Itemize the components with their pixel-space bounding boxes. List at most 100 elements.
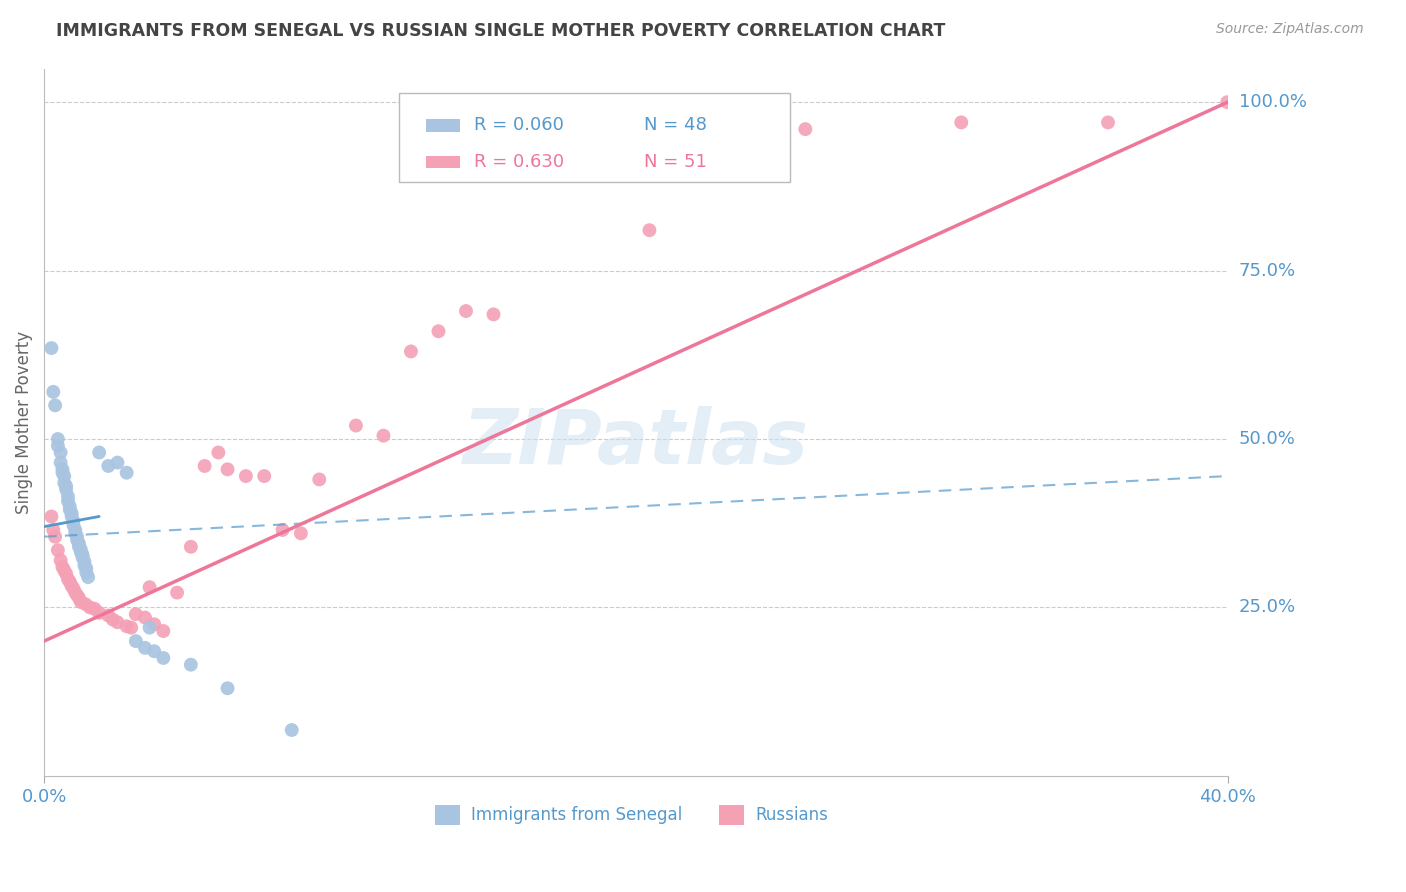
Point — [55, 479, 77, 493]
Point — [207, 445, 229, 459]
Point — [83, 601, 105, 615]
Point — [308, 472, 330, 486]
Point — [89, 445, 111, 459]
Point — [217, 681, 239, 696]
Point — [344, 418, 367, 433]
Point — [55, 483, 77, 497]
Y-axis label: Single Mother Poverty: Single Mother Poverty — [15, 331, 32, 514]
Point — [454, 304, 477, 318]
Point — [794, 122, 817, 136]
Text: 25.0%: 25.0% — [1239, 599, 1296, 616]
Point — [44, 398, 66, 412]
Point — [65, 585, 87, 599]
Point — [101, 613, 124, 627]
Point — [51, 466, 73, 480]
Point — [107, 615, 129, 630]
Point — [59, 500, 82, 514]
Point — [66, 530, 89, 544]
Text: N = 48: N = 48 — [644, 116, 706, 135]
Point — [59, 574, 82, 589]
Point — [290, 526, 312, 541]
Text: R = 0.630: R = 0.630 — [474, 153, 565, 171]
Point — [950, 115, 973, 129]
Point — [194, 458, 217, 473]
Point — [115, 466, 138, 480]
Point — [65, 526, 87, 541]
Point — [427, 324, 450, 338]
Point — [67, 536, 90, 550]
Point — [166, 585, 188, 599]
Point — [53, 475, 76, 490]
Text: ZIPatlas: ZIPatlas — [463, 407, 808, 481]
Point — [399, 344, 422, 359]
Point — [53, 563, 76, 577]
Point — [41, 341, 63, 355]
Point — [138, 580, 160, 594]
Point — [152, 624, 174, 638]
Point — [55, 566, 77, 581]
Point — [60, 579, 83, 593]
Point — [42, 523, 65, 537]
Text: N = 51: N = 51 — [644, 153, 706, 171]
Point — [60, 506, 83, 520]
Text: Immigrants from Senegal: Immigrants from Senegal — [471, 806, 682, 824]
Point — [62, 514, 84, 528]
FancyBboxPatch shape — [426, 156, 460, 168]
Point — [235, 469, 257, 483]
Point — [56, 489, 79, 503]
Point — [67, 540, 90, 554]
Point — [143, 644, 166, 658]
Point — [44, 530, 66, 544]
Point — [75, 561, 97, 575]
Point — [138, 621, 160, 635]
Point — [107, 456, 129, 470]
Point — [280, 723, 302, 737]
Point — [69, 542, 91, 557]
Point — [271, 523, 294, 537]
Point — [152, 651, 174, 665]
Point — [97, 458, 120, 473]
Point — [180, 657, 202, 672]
Point — [42, 384, 65, 399]
Point — [1216, 95, 1239, 110]
Point — [72, 548, 94, 562]
Point — [41, 509, 63, 524]
Point — [46, 432, 69, 446]
FancyBboxPatch shape — [426, 119, 460, 131]
Point — [66, 588, 89, 602]
Text: 50.0%: 50.0% — [1239, 430, 1295, 448]
Point — [97, 608, 120, 623]
Point — [134, 610, 156, 624]
Text: 100.0%: 100.0% — [1239, 93, 1306, 112]
Text: Russians: Russians — [755, 806, 828, 824]
Point — [482, 307, 505, 321]
Point — [75, 566, 97, 580]
Point — [120, 621, 142, 635]
Point — [62, 518, 84, 533]
Point — [134, 640, 156, 655]
Point — [115, 619, 138, 633]
Point — [46, 439, 69, 453]
Point — [72, 550, 94, 565]
Point — [49, 445, 72, 459]
Point — [65, 523, 87, 537]
Point — [125, 634, 148, 648]
Point — [89, 606, 111, 620]
Point — [180, 540, 202, 554]
Point — [67, 591, 90, 605]
Point — [53, 469, 76, 483]
Text: 75.0%: 75.0% — [1239, 261, 1296, 279]
Point — [56, 494, 79, 508]
Text: R = 0.060: R = 0.060 — [474, 116, 564, 135]
Point — [69, 545, 91, 559]
FancyBboxPatch shape — [399, 94, 790, 182]
Point — [56, 572, 79, 586]
Point — [69, 595, 91, 609]
Point — [60, 509, 83, 524]
Point — [49, 456, 72, 470]
Point — [77, 570, 100, 584]
Point — [638, 223, 661, 237]
Point — [62, 582, 84, 596]
Point — [46, 543, 69, 558]
Point — [66, 533, 89, 547]
